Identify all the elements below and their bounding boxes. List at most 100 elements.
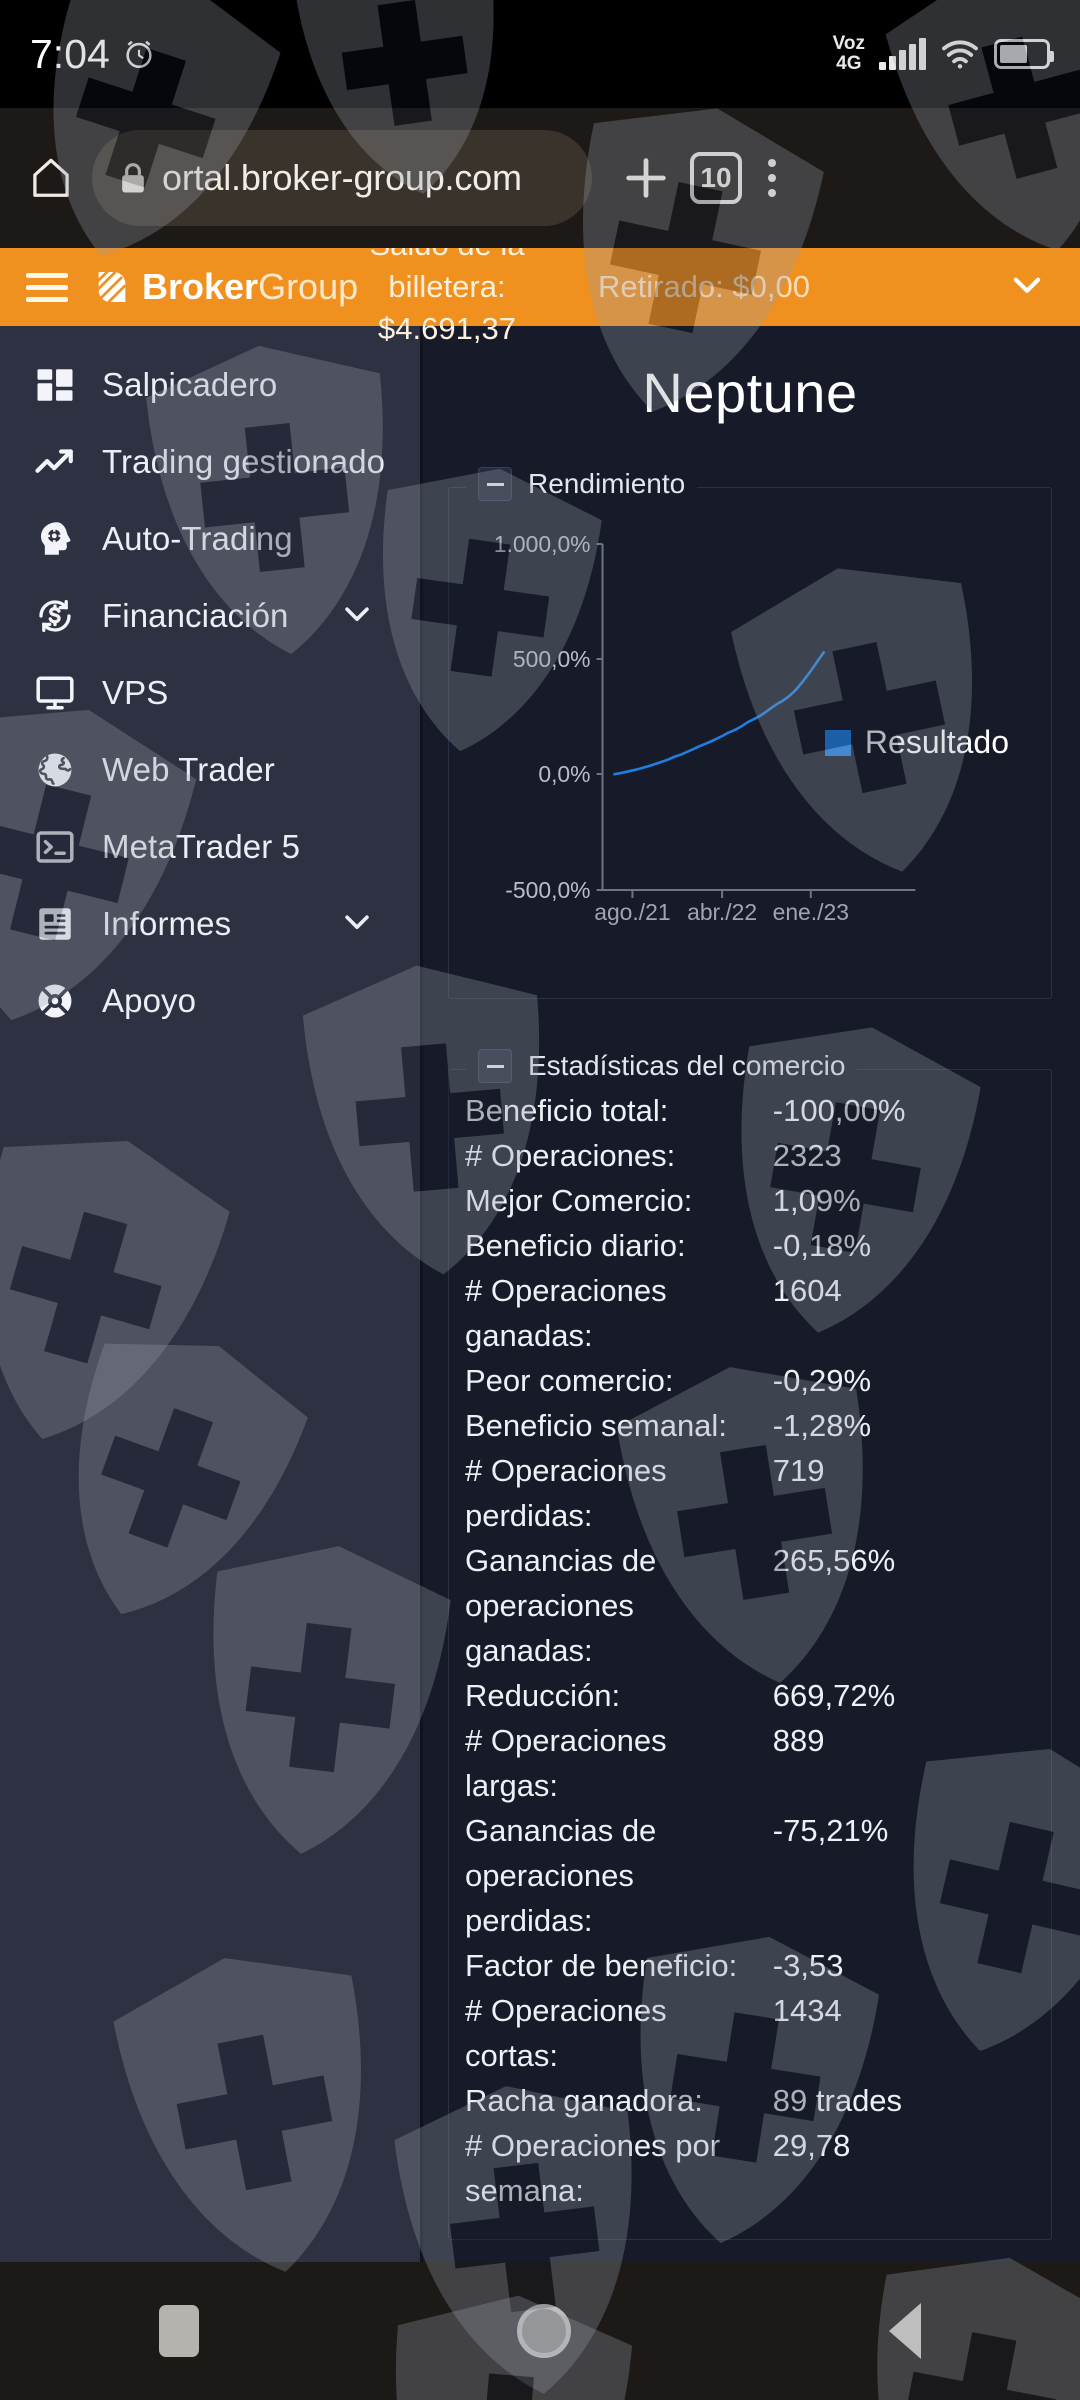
globe-icon bbox=[34, 749, 76, 791]
sidebar-item-metatrader-5[interactable]: MetaTrader 5 bbox=[0, 808, 420, 885]
url-text: ortal.broker-group.com bbox=[162, 157, 522, 198]
stat-value: -1,28% bbox=[772, 1408, 872, 1443]
app-header-bar: BrokerGroup Saldo de la billetera: $4.69… bbox=[0, 227, 1080, 346]
sidebar-item-label: Auto-Trading bbox=[102, 519, 293, 557]
trade-statistics-panel: Estadísticas del comercio Beneficio tota… bbox=[448, 1049, 1052, 2240]
table-row: # Operaciones ganadas: 1604 bbox=[465, 1268, 1035, 1358]
stat-key: Reducción: bbox=[465, 1678, 621, 1713]
stat-key: Ganancias de operaciones perdidas: bbox=[465, 1813, 657, 1938]
page-title: Neptune bbox=[642, 361, 858, 424]
lifebuoy-support-icon bbox=[34, 980, 76, 1022]
network-line-1: Voz bbox=[832, 33, 865, 54]
home-circle-icon[interactable] bbox=[517, 2304, 571, 2358]
stat-value: 2323 bbox=[772, 1138, 842, 1173]
stat-value: 89 trades bbox=[772, 2083, 903, 2118]
sidebar-item-apoyo[interactable]: Apoyo bbox=[0, 962, 420, 1039]
x-tick-marks bbox=[631, 890, 812, 898]
table-row: Reducción: 669,72% bbox=[465, 1673, 1035, 1718]
sidebar-item-financiacion[interactable]: Financiación bbox=[0, 577, 420, 654]
sidebar-item-auto-trading[interactable]: Auto-Trading bbox=[0, 500, 420, 577]
x-tick-label: abr./22 bbox=[687, 899, 757, 925]
stat-value: 1,09% bbox=[772, 1183, 861, 1218]
plus-icon[interactable] bbox=[620, 152, 672, 204]
y-tick-label: 1.000,0% bbox=[494, 531, 591, 557]
stat-value: 29,78 bbox=[772, 2128, 851, 2163]
y-tick-label: 0,0% bbox=[538, 761, 590, 787]
table-row: Mejor Comercio: 1,09% bbox=[465, 1178, 1035, 1223]
stat-key: # Operaciones: bbox=[465, 1138, 676, 1173]
stat-value: -75,21% bbox=[772, 1813, 889, 1848]
main-content: Neptune Rendimiento bbox=[420, 326, 1080, 2262]
signal-bars-icon bbox=[879, 38, 926, 70]
broker-group-logo-icon bbox=[92, 267, 132, 307]
y-tick-label: 500,0% bbox=[513, 646, 591, 672]
stat-value: 889 bbox=[772, 1723, 825, 1758]
sidebar-item-label: Financiación bbox=[102, 596, 289, 634]
stat-value: -0,18% bbox=[772, 1228, 872, 1263]
brand-logo[interactable]: BrokerGroup bbox=[92, 266, 358, 308]
url-bar[interactable]: ortal.broker-group.com bbox=[92, 130, 592, 226]
stat-key: Ganancias de operaciones ganadas: bbox=[465, 1543, 657, 1668]
stat-key: Factor de beneficio: bbox=[465, 1948, 738, 1983]
table-row: Peor comercio: -0,29% bbox=[465, 1358, 1035, 1403]
back-triangle-icon[interactable] bbox=[889, 2303, 921, 2359]
chart-legend: Resultado bbox=[824, 724, 1009, 761]
minus-collapse-icon[interactable] bbox=[478, 467, 512, 501]
table-row: Factor de beneficio: -3,53 bbox=[465, 1943, 1035, 1988]
network-line-2: 4G bbox=[836, 53, 862, 74]
performance-panel-legend: Rendimiento bbox=[466, 467, 698, 501]
performance-panel: Rendimiento bbox=[448, 467, 1052, 999]
home-icon[interactable] bbox=[28, 154, 74, 202]
sidebar-item-web-trader[interactable]: Web Trader bbox=[0, 731, 420, 808]
sidebar-item-vps[interactable]: VPS bbox=[0, 654, 420, 731]
three-dots-menu-icon[interactable] bbox=[760, 159, 784, 197]
table-row: Beneficio diario: -0,18% bbox=[465, 1223, 1035, 1268]
legend-label: Resultado bbox=[864, 724, 1009, 760]
stat-value: -0,29% bbox=[772, 1363, 872, 1398]
minus-collapse-icon[interactable] bbox=[478, 1049, 512, 1083]
sidebar-item-label: Informes bbox=[102, 904, 232, 942]
tab-counter-button[interactable]: 10 bbox=[690, 152, 742, 204]
performance-chart-svg: 1.000,0% 500,0% 0,0% -500,0% ago./21 abr… bbox=[494, 531, 916, 925]
stat-key: Beneficio semanal: bbox=[465, 1408, 727, 1443]
trending-up-icon bbox=[34, 441, 76, 483]
sidebar-item-informes[interactable]: Informes bbox=[0, 885, 420, 962]
lock-icon bbox=[120, 162, 146, 194]
stat-key: # Operaciones perdidas: bbox=[465, 1453, 667, 1533]
stat-value: 1434 bbox=[772, 1993, 842, 2028]
status-bar: 7:04 Voz 4G bbox=[0, 0, 1080, 108]
trade-statistics-panel-body: Beneficio total: -100,00% # Operaciones: 23… bbox=[448, 1069, 1052, 2240]
table-row: # Operaciones perdidas: 719 bbox=[465, 1448, 1035, 1538]
sidebar-item-label: Trading gestionado bbox=[102, 442, 386, 480]
sidebar-item-trading-gestionado[interactable]: Trading gestionado bbox=[0, 423, 420, 500]
table-row: # Operaciones cortas: 1434 bbox=[465, 1988, 1035, 2078]
sidebar-item-label: Web Trader bbox=[102, 750, 275, 788]
sidebar-item-label: MetaTrader 5 bbox=[102, 827, 301, 865]
terminal-icon bbox=[34, 826, 76, 868]
stat-key: # Operaciones cortas: bbox=[465, 1993, 667, 2073]
hamburger-menu-icon[interactable] bbox=[26, 272, 68, 302]
chevron-down-icon[interactable] bbox=[1008, 266, 1046, 309]
chevron-down-icon[interactable] bbox=[340, 596, 374, 635]
y-tick-label: -500,0% bbox=[505, 877, 590, 903]
stat-value: 265,56% bbox=[772, 1543, 896, 1578]
table-row: Racha ganadora: 89 trades bbox=[465, 2078, 1035, 2123]
recents-square-icon[interactable] bbox=[159, 2305, 199, 2357]
withdrawn-amount-label: Retirado: $0,00 bbox=[598, 269, 810, 304]
performance-chart[interactable]: 1.000,0% 500,0% 0,0% -500,0% ago./21 abr… bbox=[465, 522, 1035, 972]
stat-value: -100,00% bbox=[772, 1093, 906, 1128]
stat-key: Peor comercio: bbox=[465, 1363, 674, 1398]
monitor-icon bbox=[34, 672, 76, 714]
dashboard-grid-icon bbox=[34, 364, 76, 406]
trade-statistics-rows: Beneficio total: -100,00% # Operaciones: 23… bbox=[465, 1088, 1035, 2213]
stat-key: Racha ganadora: bbox=[465, 2083, 703, 2118]
stat-key: # Operaciones ganadas: bbox=[465, 1273, 667, 1353]
trade-statistics-panel-legend: Estadísticas del comercio bbox=[466, 1049, 858, 1083]
table-row: Beneficio semanal: -1,28% bbox=[465, 1403, 1035, 1448]
x-tick-label: ene./23 bbox=[773, 899, 849, 925]
result-series-line bbox=[613, 651, 826, 776]
stat-key: Beneficio total: bbox=[465, 1093, 669, 1128]
sidebar-item-salpicadero[interactable]: Salpicadero bbox=[0, 346, 420, 423]
trade-statistics-panel-title: Estadísticas del comercio bbox=[528, 1050, 846, 1081]
chevron-down-icon[interactable] bbox=[340, 904, 374, 943]
